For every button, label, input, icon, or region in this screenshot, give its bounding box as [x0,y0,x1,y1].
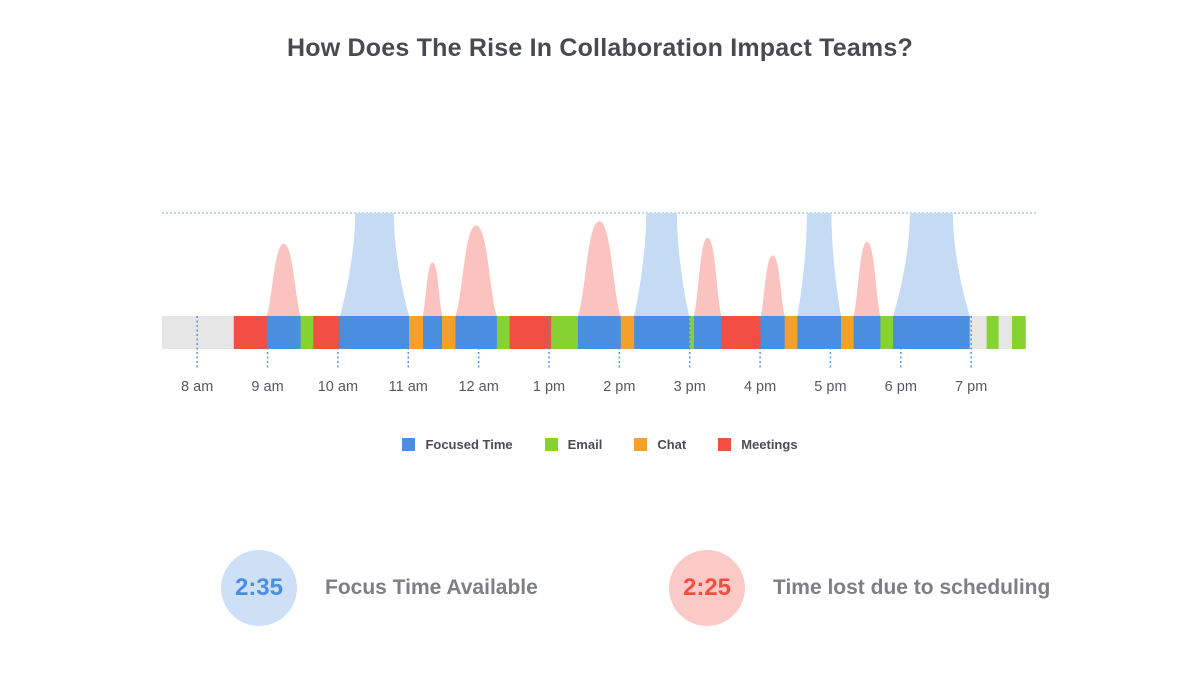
segment-email [300,316,314,349]
segment-focused [340,316,410,349]
focus-time-stat: 2:35 Focus Time Available [221,550,538,626]
legend-item-focused: Focused Time [402,437,513,452]
legend: Focused Time Email Chat Meetings [0,437,1200,452]
meeting-peak [760,255,785,316]
meeting-peak [577,221,621,316]
time-lost-stat: 2:25 Time lost due to scheduling [669,550,1050,626]
focus-peak [340,213,409,316]
segment-email [689,316,695,349]
legend-swatch-chat [634,438,648,451]
segment-idle [162,316,235,349]
segment-idle [969,316,988,349]
focus-peak [797,213,841,316]
meeting-peak [266,243,301,316]
legend-label: Meetings [741,437,798,452]
hour-tick-label: 8 am [181,379,213,395]
meeting-peak [455,225,497,316]
focus-peak [634,213,690,316]
activity-peaks [266,213,970,316]
segment-focused [423,316,443,349]
hour-tick-label: 3 pm [674,379,706,395]
hour-ticks: 8 am 9 am 10 am 11 am 12 am 1 pm 2 pm 3 pm 4 pm 5… [181,316,987,395]
segment-focused [893,316,971,349]
time-lost-label: Time lost due to scheduling [773,576,1051,599]
timeline-bar [162,316,1026,349]
segment-chat [442,316,456,349]
hour-tick-label: 5 pm [814,379,846,395]
legend-label: Chat [657,437,687,452]
hour-tick-label: 11 am [389,379,428,395]
segment-focused [577,316,622,349]
legend-label: Email [567,437,603,452]
segment-focused [797,316,842,349]
meeting-peak [423,262,443,316]
legend-item-chat: Chat [634,437,686,452]
legend-item-meetings: Meetings [718,437,798,452]
focus-time-badge: 2:35 [221,550,297,626]
hour-tick-label: 6 pm [885,379,917,395]
segment-chat [840,316,855,349]
segment-meetings [509,316,552,349]
segment-email [1011,316,1026,349]
legend-item-email: Email [544,437,603,452]
segment-idle [998,316,1013,349]
segment-focused [853,316,881,349]
segment-email [880,316,894,349]
legend-swatch-email [544,438,558,451]
segment-chat [784,316,798,349]
hour-tick-label: 1 pm [533,379,565,395]
hour-tick-label: 7 pm [955,379,987,395]
legend-swatch-focused [402,438,416,451]
segment-focused [634,316,690,349]
hour-tick-label: 12 am [458,379,498,395]
segment-meetings [233,316,268,349]
timeline-chart: 8 am 9 am 10 am 11 am 12 am 1 pm 2 pm 3 pm 4 pm 5… [162,212,1038,395]
segment-focused [760,316,786,349]
segment-meetings [313,316,341,349]
segment-email [551,316,579,349]
time-lost-badge: 2:25 [669,550,745,626]
meeting-peak [693,237,722,316]
segment-focused [266,316,302,349]
focus-peak [893,213,970,316]
segment-focused [693,316,722,349]
chart-title: How Does The Rise In Collaboration Impac… [287,34,913,62]
hour-tick-label: 2 pm [603,379,635,395]
meeting-peak [853,241,881,316]
segment-focused [455,316,498,349]
legend-label: Focused Time [425,437,513,452]
hour-tick-label: 4 pm [744,379,776,395]
legend-swatch-meetings [718,438,732,451]
segment-email [986,316,999,349]
segment-chat [620,316,635,349]
segment-meetings [721,316,762,349]
focus-time-label: Focus Time Available [325,576,538,599]
segment-chat [408,316,424,349]
hour-tick-label: 10 am [318,379,358,395]
segment-email [496,316,510,349]
hour-tick-label: 9 am [251,379,283,395]
